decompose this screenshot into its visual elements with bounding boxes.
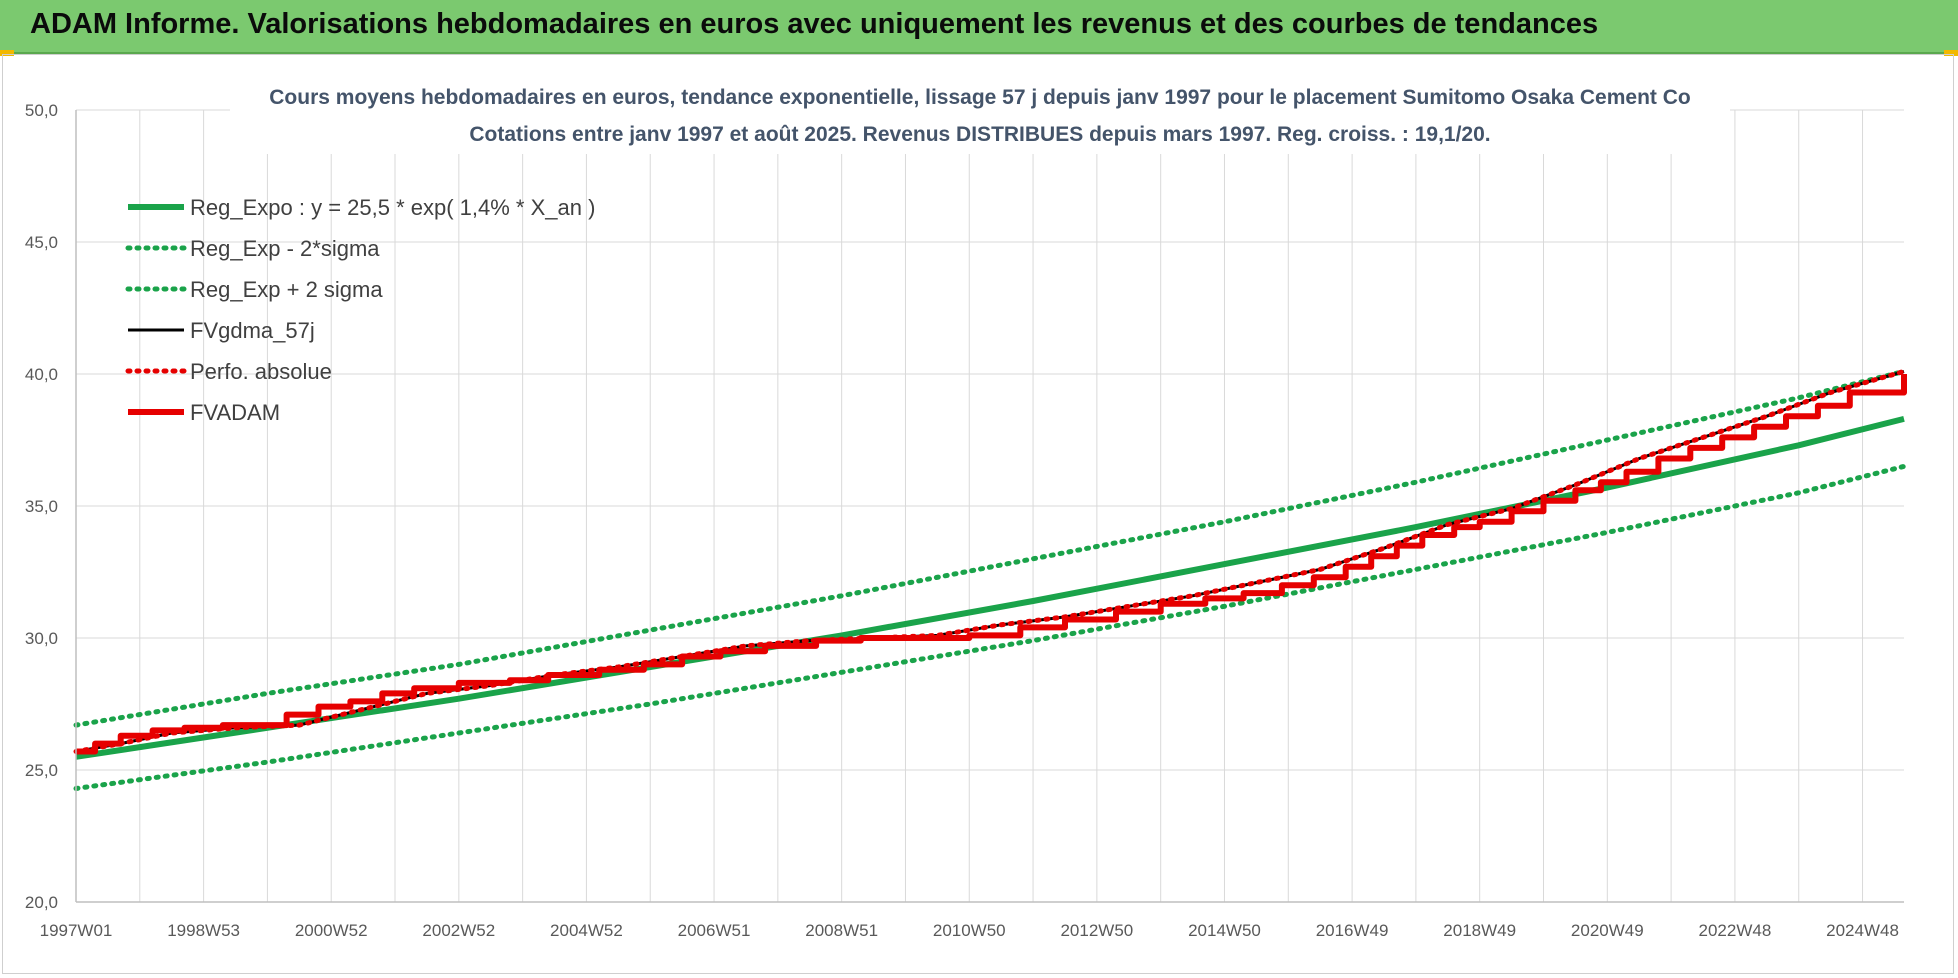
- x-tick-label: 2000W52: [295, 921, 368, 940]
- series-line-4: [73, 368, 1907, 754]
- series-line-5: [76, 374, 1907, 755]
- legend: Reg_Expo : y = 25,5 * exp( 1,4% * X_an )…: [125, 195, 595, 425]
- title-background: [230, 78, 1730, 154]
- x-tick-label: 2024W48: [1826, 921, 1899, 940]
- y-tick-label: 35,0: [25, 497, 58, 516]
- y-tick-label: 30,0: [25, 629, 58, 648]
- x-tick-label: 2008W51: [805, 921, 878, 940]
- legend-label: Perfo. absolue: [190, 359, 332, 384]
- y-tick-label: 50,0: [25, 101, 58, 120]
- chart-frame: [2, 54, 1954, 974]
- chart-title: Cours moyens hebdomadaires en euros, ten…: [269, 86, 1690, 109]
- x-tick-label: 2016W49: [1316, 921, 1389, 940]
- x-tick-label: 1997W01: [40, 921, 113, 940]
- x-tick-label: 1998W53: [167, 921, 240, 940]
- y-tick-label: 40,0: [25, 365, 58, 384]
- x-tick-label: 2014W50: [1188, 921, 1261, 940]
- x-tick-label: 2002W52: [422, 921, 495, 940]
- x-tick-label: 2022W48: [1699, 921, 1772, 940]
- series-line-0: [75, 415, 1905, 760]
- legend-label: Reg_Exp + 2 sigma: [190, 277, 383, 302]
- x-tick-label: 2010W50: [933, 921, 1006, 940]
- x-tick-label: 2020W49: [1571, 921, 1644, 940]
- x-tick-label: 2012W50: [1060, 921, 1133, 940]
- legend-label: Reg_Exp - 2*sigma: [190, 236, 380, 261]
- report-title: ADAM Informe. Valorisations hebdomadaire…: [30, 8, 1599, 40]
- axes: 20,0 25,0 30,0 35,0 40,0 45,0 50,0 1997W01 1998W…: [25, 101, 1904, 940]
- y-tick-label: 20,0: [25, 893, 58, 912]
- legend-label: FVgdma_57j: [190, 318, 315, 343]
- grid: [75, 109, 1904, 903]
- series-layer: [73, 368, 1907, 791]
- y-tick-label: 45,0: [25, 233, 58, 252]
- series-line-2: [73, 368, 1907, 728]
- corner-marker-left: [0, 50, 14, 56]
- corner-marker-right: [1944, 50, 1958, 56]
- series-line-3: [75, 369, 1905, 753]
- x-tick-label: 2006W51: [678, 921, 751, 940]
- legend-label: FVADAM: [190, 400, 280, 425]
- report-banner: ADAM Informe. Valorisations hebdomadaire…: [0, 0, 1958, 54]
- legend-label: Reg_Expo : y = 25,5 * exp( 1,4% * X_an ): [190, 195, 595, 220]
- x-tick-label: 2018W49: [1443, 921, 1516, 940]
- y-tick-label: 25,0: [25, 761, 58, 780]
- series-line-1: [73, 463, 1907, 791]
- chart-subtitle: Cotations entre janv 1997 et août 2025. …: [469, 123, 1490, 146]
- x-tick-label: 2004W52: [550, 921, 623, 940]
